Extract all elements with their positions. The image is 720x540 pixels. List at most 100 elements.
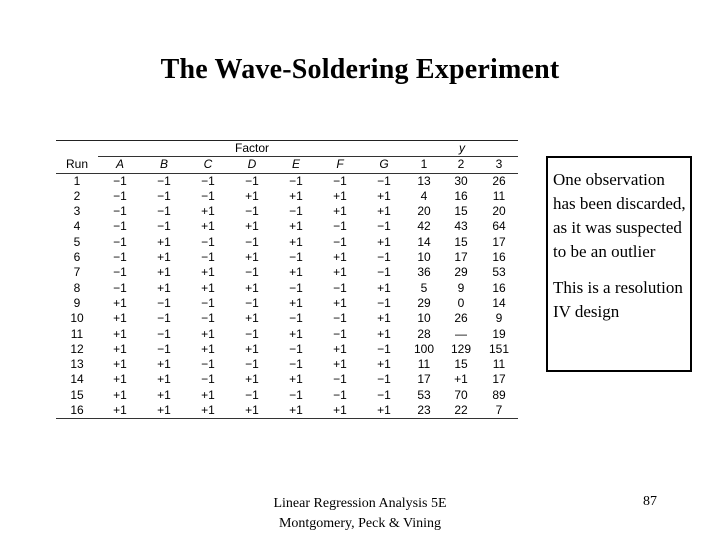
run-number: 1 (73, 173, 81, 188)
run-number: 4 (73, 219, 81, 234)
run-number: 11 (70, 326, 84, 341)
run-number: 3 (73, 204, 81, 219)
factor-level-cell: −1 (377, 295, 391, 310)
factor-level-cell: +1 (377, 234, 391, 249)
factor-level-cell: +1 (377, 204, 391, 219)
factor-level-cell: −1 (201, 311, 215, 326)
response-value-cell: 64 (492, 219, 506, 234)
factor-level-cell: −1 (289, 357, 303, 372)
factor-level-cell: +1 (377, 403, 391, 418)
factor-level-cell: +1 (245, 311, 259, 326)
factor-level-cell: −1 (201, 173, 215, 188)
response-value-cell: — (455, 326, 467, 341)
run-column-header: Run (56, 156, 98, 174)
factor-level-cell: −1 (245, 234, 259, 249)
response-value-cell: 4 (420, 188, 428, 203)
factor-level-cell: −1 (289, 173, 303, 188)
factor-level-cell: −1 (333, 311, 347, 326)
factor-level-cell: −1 (113, 188, 127, 203)
factor-header: D (230, 156, 274, 174)
factor-level-cell: +1 (377, 357, 391, 372)
factor-level-cell: −1 (333, 372, 347, 387)
factor-level-cell: +1 (289, 265, 303, 280)
factor-level-cell: −1 (289, 341, 303, 356)
factor-level-cell: −1 (245, 204, 259, 219)
factor-level-cell: +1 (201, 326, 215, 341)
factor-level-cell: +1 (245, 188, 259, 203)
factor-level-cell: −1 (201, 188, 215, 203)
factor-level-cell: −1 (157, 204, 171, 219)
factor-level-cell: −1 (289, 311, 303, 326)
response-value-cell: 22 (454, 403, 468, 418)
factor-level-cell: −1 (377, 173, 391, 188)
factor-header: E (274, 156, 318, 174)
footer-authors: Montgomery, Peck & Vining (278, 516, 442, 531)
response-group-header: y (406, 141, 518, 158)
response-value-cell: 151 (488, 341, 510, 356)
response-value-cell: 16 (492, 250, 506, 265)
table-row: 14 +1 +1 −1 +1 +1 −1 −1 17 +1 17 (56, 372, 518, 387)
response-value-cell: 7 (495, 403, 503, 418)
factor-level-cell: −1 (157, 188, 171, 203)
factor-level-cell: −1 (113, 280, 127, 295)
run-number: 10 (70, 311, 84, 326)
factor-level-cell: −1 (245, 265, 259, 280)
response-value-cell: 17 (492, 372, 506, 387)
table-row: 10 +1 −1 −1 +1 −1 −1 +1 10 26 9 (56, 311, 518, 326)
response-value-cell: 16 (492, 280, 506, 295)
table-row: 13 +1 +1 −1 −1 −1 +1 +1 11 15 11 (56, 357, 518, 372)
factor-level-cell: +1 (113, 387, 127, 402)
factor-level-cell: −1 (333, 173, 347, 188)
response-header: 3 (480, 156, 518, 174)
table-row: 7 −1 +1 +1 −1 +1 +1 −1 36 29 53 (56, 265, 518, 280)
response-value-cell: 70 (454, 387, 468, 402)
factor-level-cell: +1 (201, 403, 215, 418)
table-row: 15 +1 +1 +1 −1 −1 −1 −1 53 70 89 (56, 388, 518, 403)
factor-level-cell: −1 (157, 173, 171, 188)
note-box: One observation has been discarded, as i… (546, 156, 692, 372)
response-value-cell: 15 (454, 357, 468, 372)
factor-header: F (318, 156, 362, 174)
factor-level-cell: −1 (333, 326, 347, 341)
response-value-cell: 11 (417, 357, 431, 372)
factor-level-cell: +1 (289, 295, 303, 310)
factor-level-cell: −1 (333, 234, 347, 249)
factor-level-cell: −1 (377, 265, 391, 280)
factor-level-cell: −1 (113, 265, 127, 280)
response-value-cell: 9 (457, 280, 465, 295)
table-row: 3 −1 −1 +1 −1 −1 +1 +1 20 15 20 (56, 204, 518, 219)
response-value-cell: 15 (454, 204, 468, 219)
table-row: 11 +1 −1 +1 −1 +1 −1 +1 28 — 19 (56, 327, 518, 342)
factor-level-cell: +1 (333, 250, 347, 265)
factor-level-cell: −1 (289, 280, 303, 295)
response-value-cell: 15 (454, 234, 468, 249)
factor-level-cell: −1 (157, 326, 171, 341)
response-value-cell: 13 (417, 173, 431, 188)
factor-level-cell: −1 (377, 250, 391, 265)
factor-level-cell: −1 (245, 295, 259, 310)
response-value-cell: 11 (492, 357, 506, 372)
response-value-cell: 29 (454, 265, 468, 280)
factor-level-cell: −1 (157, 219, 171, 234)
factor-level-cell: −1 (289, 387, 303, 402)
factor-level-cell: +1 (157, 234, 171, 249)
factor-level-cell: −1 (333, 280, 347, 295)
response-header: 1 (406, 156, 442, 174)
factor-level-cell: +1 (377, 326, 391, 341)
factor-level-cell: +1 (157, 387, 171, 402)
table-row: 5 −1 +1 −1 −1 +1 −1 +1 14 15 17 (56, 235, 518, 250)
response-value-cell: 17 (417, 372, 431, 387)
response-value-cell: 20 (417, 204, 431, 219)
factor-level-cell: +1 (289, 234, 303, 249)
factor-level-cell: +1 (333, 295, 347, 310)
factor-level-cell: +1 (289, 372, 303, 387)
factor-level-cell: +1 (333, 204, 347, 219)
response-value-cell: 53 (417, 387, 431, 402)
factor-level-cell: −1 (113, 250, 127, 265)
factor-level-cell: −1 (333, 387, 347, 402)
factor-level-cell: +1 (333, 403, 347, 418)
factor-level-cell: +1 (289, 326, 303, 341)
factor-level-cell: +1 (377, 311, 391, 326)
table-row: 6 −1 +1 −1 +1 −1 +1 −1 10 17 16 (56, 250, 518, 265)
response-value-cell: 16 (454, 188, 468, 203)
